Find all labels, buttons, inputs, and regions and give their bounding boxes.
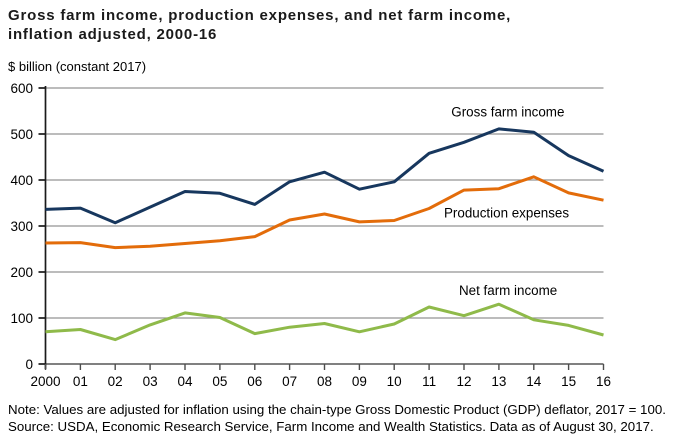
- svg-text:600: 600: [10, 81, 33, 96]
- svg-text:100: 100: [10, 311, 33, 326]
- svg-text:09: 09: [352, 374, 367, 389]
- svg-text:14: 14: [526, 374, 542, 389]
- svg-text:07: 07: [282, 374, 297, 389]
- svg-text:04: 04: [177, 374, 193, 389]
- svg-text:500: 500: [10, 127, 33, 142]
- svg-text:05: 05: [212, 374, 227, 389]
- svg-text:03: 03: [143, 374, 158, 389]
- svg-text:2000: 2000: [30, 374, 60, 389]
- svg-text:0: 0: [25, 357, 33, 372]
- svg-text:16: 16: [596, 374, 611, 389]
- svg-text:02: 02: [108, 374, 123, 389]
- svg-text:01: 01: [73, 374, 88, 389]
- svg-text:12: 12: [456, 374, 471, 389]
- svg-text:Gross farm income: Gross farm income: [451, 104, 564, 119]
- svg-text:300: 300: [10, 219, 33, 234]
- svg-text:200: 200: [10, 265, 33, 280]
- svg-text:Production expenses: Production expenses: [444, 206, 569, 221]
- svg-text:400: 400: [10, 173, 33, 188]
- svg-text:Net farm income: Net farm income: [459, 283, 557, 298]
- svg-text:15: 15: [561, 374, 576, 389]
- svg-text:06: 06: [247, 374, 262, 389]
- svg-text:10: 10: [387, 374, 402, 389]
- svg-text:08: 08: [317, 374, 332, 389]
- svg-text:13: 13: [491, 374, 506, 389]
- svg-text:11: 11: [422, 374, 436, 389]
